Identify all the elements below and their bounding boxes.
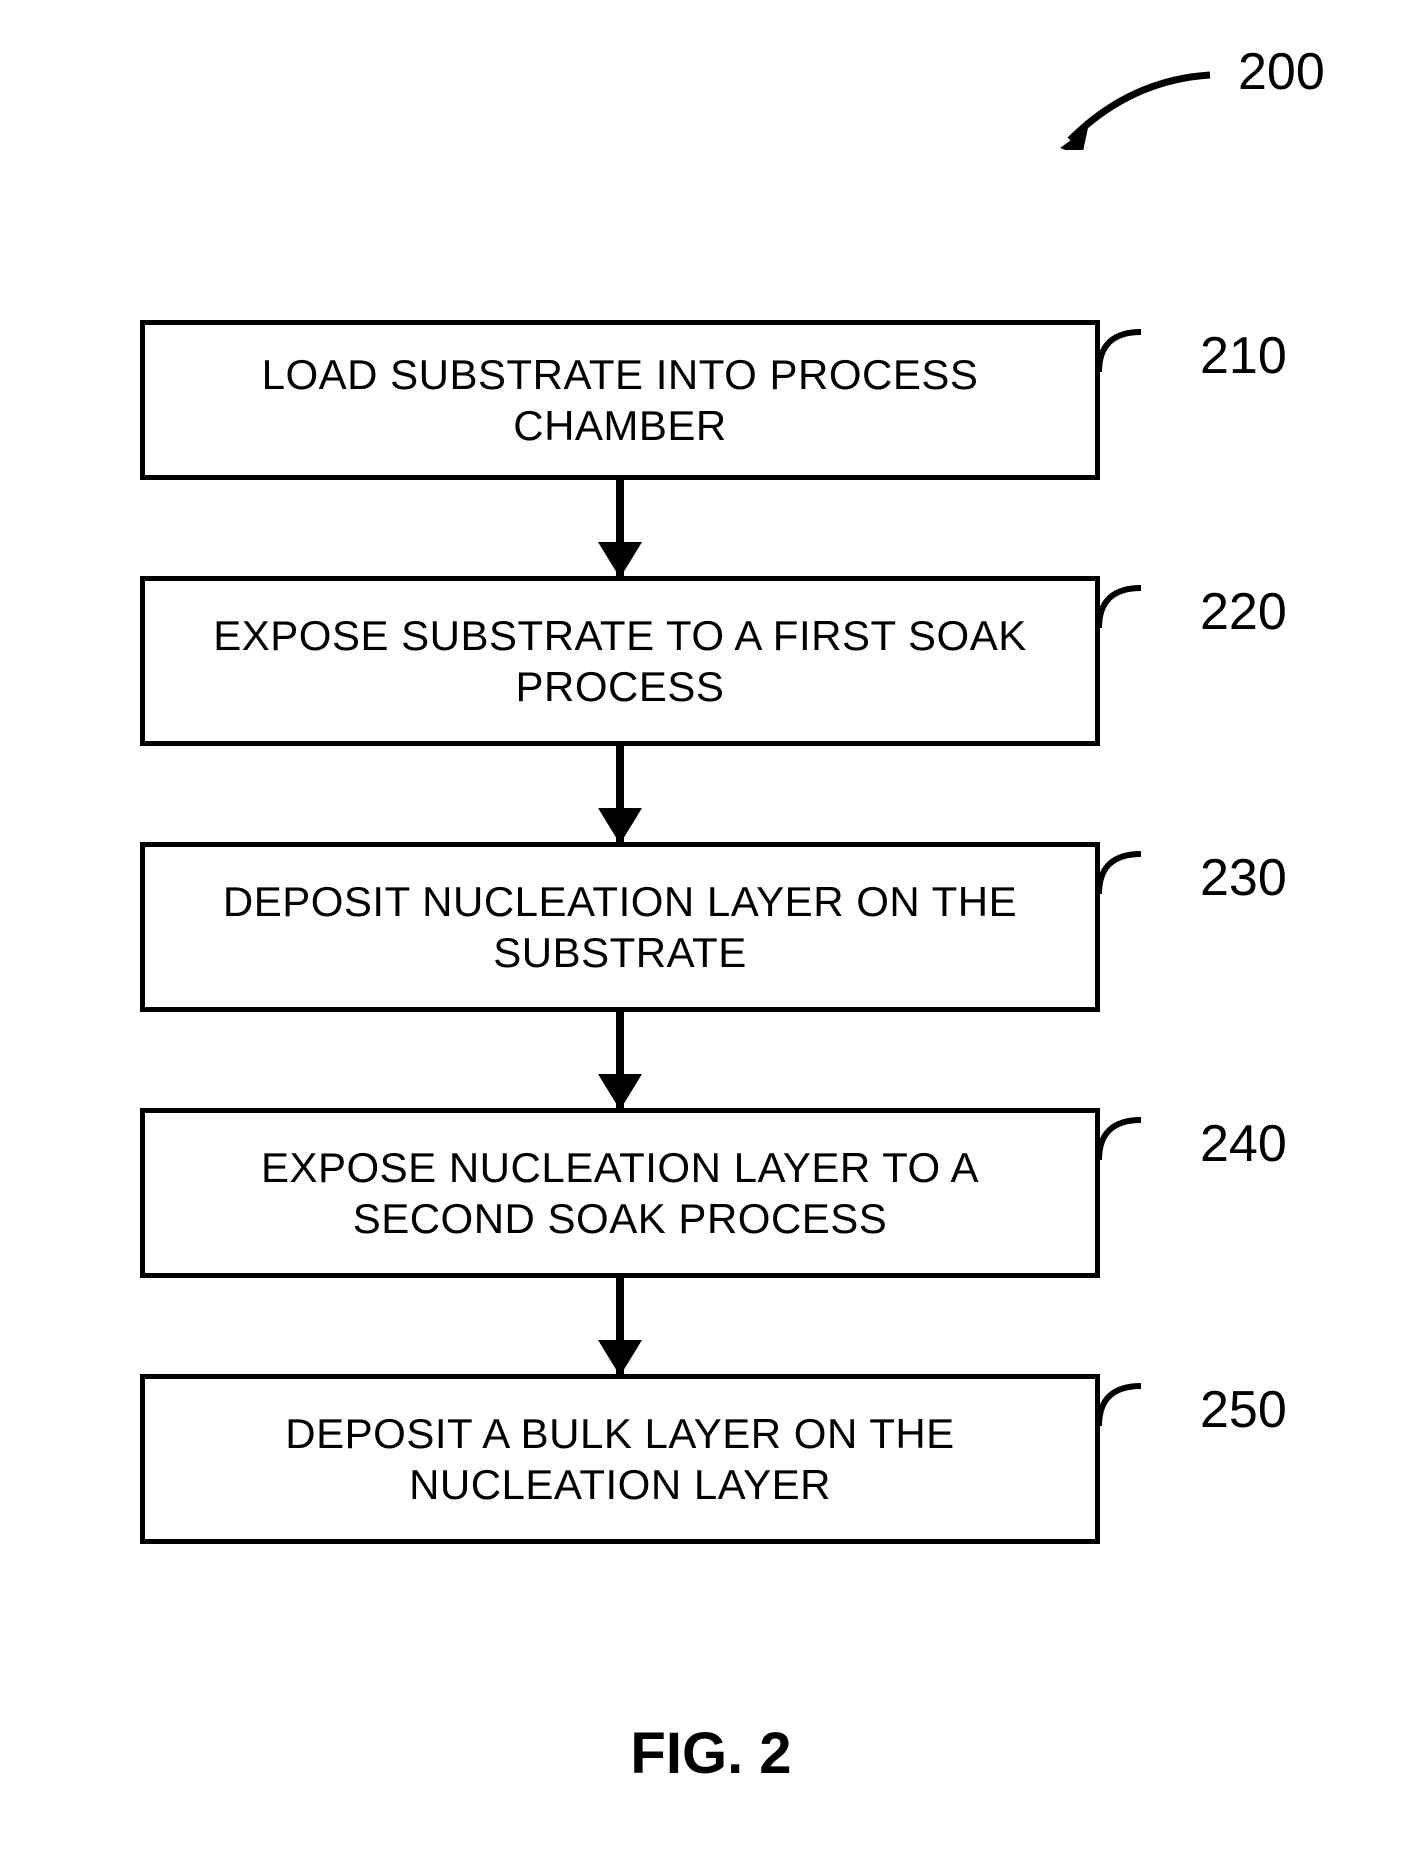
step-ref-callout [1095,322,1185,382]
step-ref-number: 210 [1200,326,1287,386]
flow-step-text: LOAD SUBSTRATE INTO PROCESS CHAMBER [185,349,1055,451]
flow-step: DEPOSIT NUCLEATION LAYER ON THE SUBSTRAT… [140,842,1100,1012]
figure-caption: FIG. 2 [0,1720,1422,1787]
step-ref-callout [1095,1376,1185,1436]
step-ref-callout [1095,578,1185,638]
flow-step: EXPOSE SUBSTRATE TO A FIRST SOAK PROCESS [140,576,1100,746]
step-ref-number: 250 [1200,1380,1287,1440]
flowchart: LOAD SUBSTRATE INTO PROCESS CHAMBER EXPOS… [120,320,1120,1544]
flow-step: EXPOSE NUCLEATION LAYER TO A SECOND SOAK… [140,1108,1100,1278]
flow-arrow [616,1012,624,1108]
flow-step-text: DEPOSIT NUCLEATION LAYER ON THE SUBSTRAT… [185,876,1055,978]
flow-step-text: DEPOSIT A BULK LAYER ON THE NUCLEATION L… [185,1408,1055,1510]
flow-arrow [616,746,624,842]
step-ref-number: 220 [1200,582,1287,642]
step-ref-number: 240 [1200,1114,1287,1174]
figure-ref-number: 200 [1238,42,1325,102]
flow-arrow [616,480,624,576]
flow-step-text: EXPOSE NUCLEATION LAYER TO A SECOND SOAK… [185,1142,1055,1244]
flow-step: LOAD SUBSTRATE INTO PROCESS CHAMBER [140,320,1100,480]
step-ref-callout [1095,1110,1185,1170]
flow-arrow [616,1278,624,1374]
flow-step-text: EXPOSE SUBSTRATE TO A FIRST SOAK PROCESS [185,610,1055,712]
flow-step: DEPOSIT A BULK LAYER ON THE NUCLEATION L… [140,1374,1100,1544]
step-ref-number: 230 [1200,848,1287,908]
figure-ref-arrow [1060,60,1230,150]
step-ref-callout [1095,844,1185,904]
